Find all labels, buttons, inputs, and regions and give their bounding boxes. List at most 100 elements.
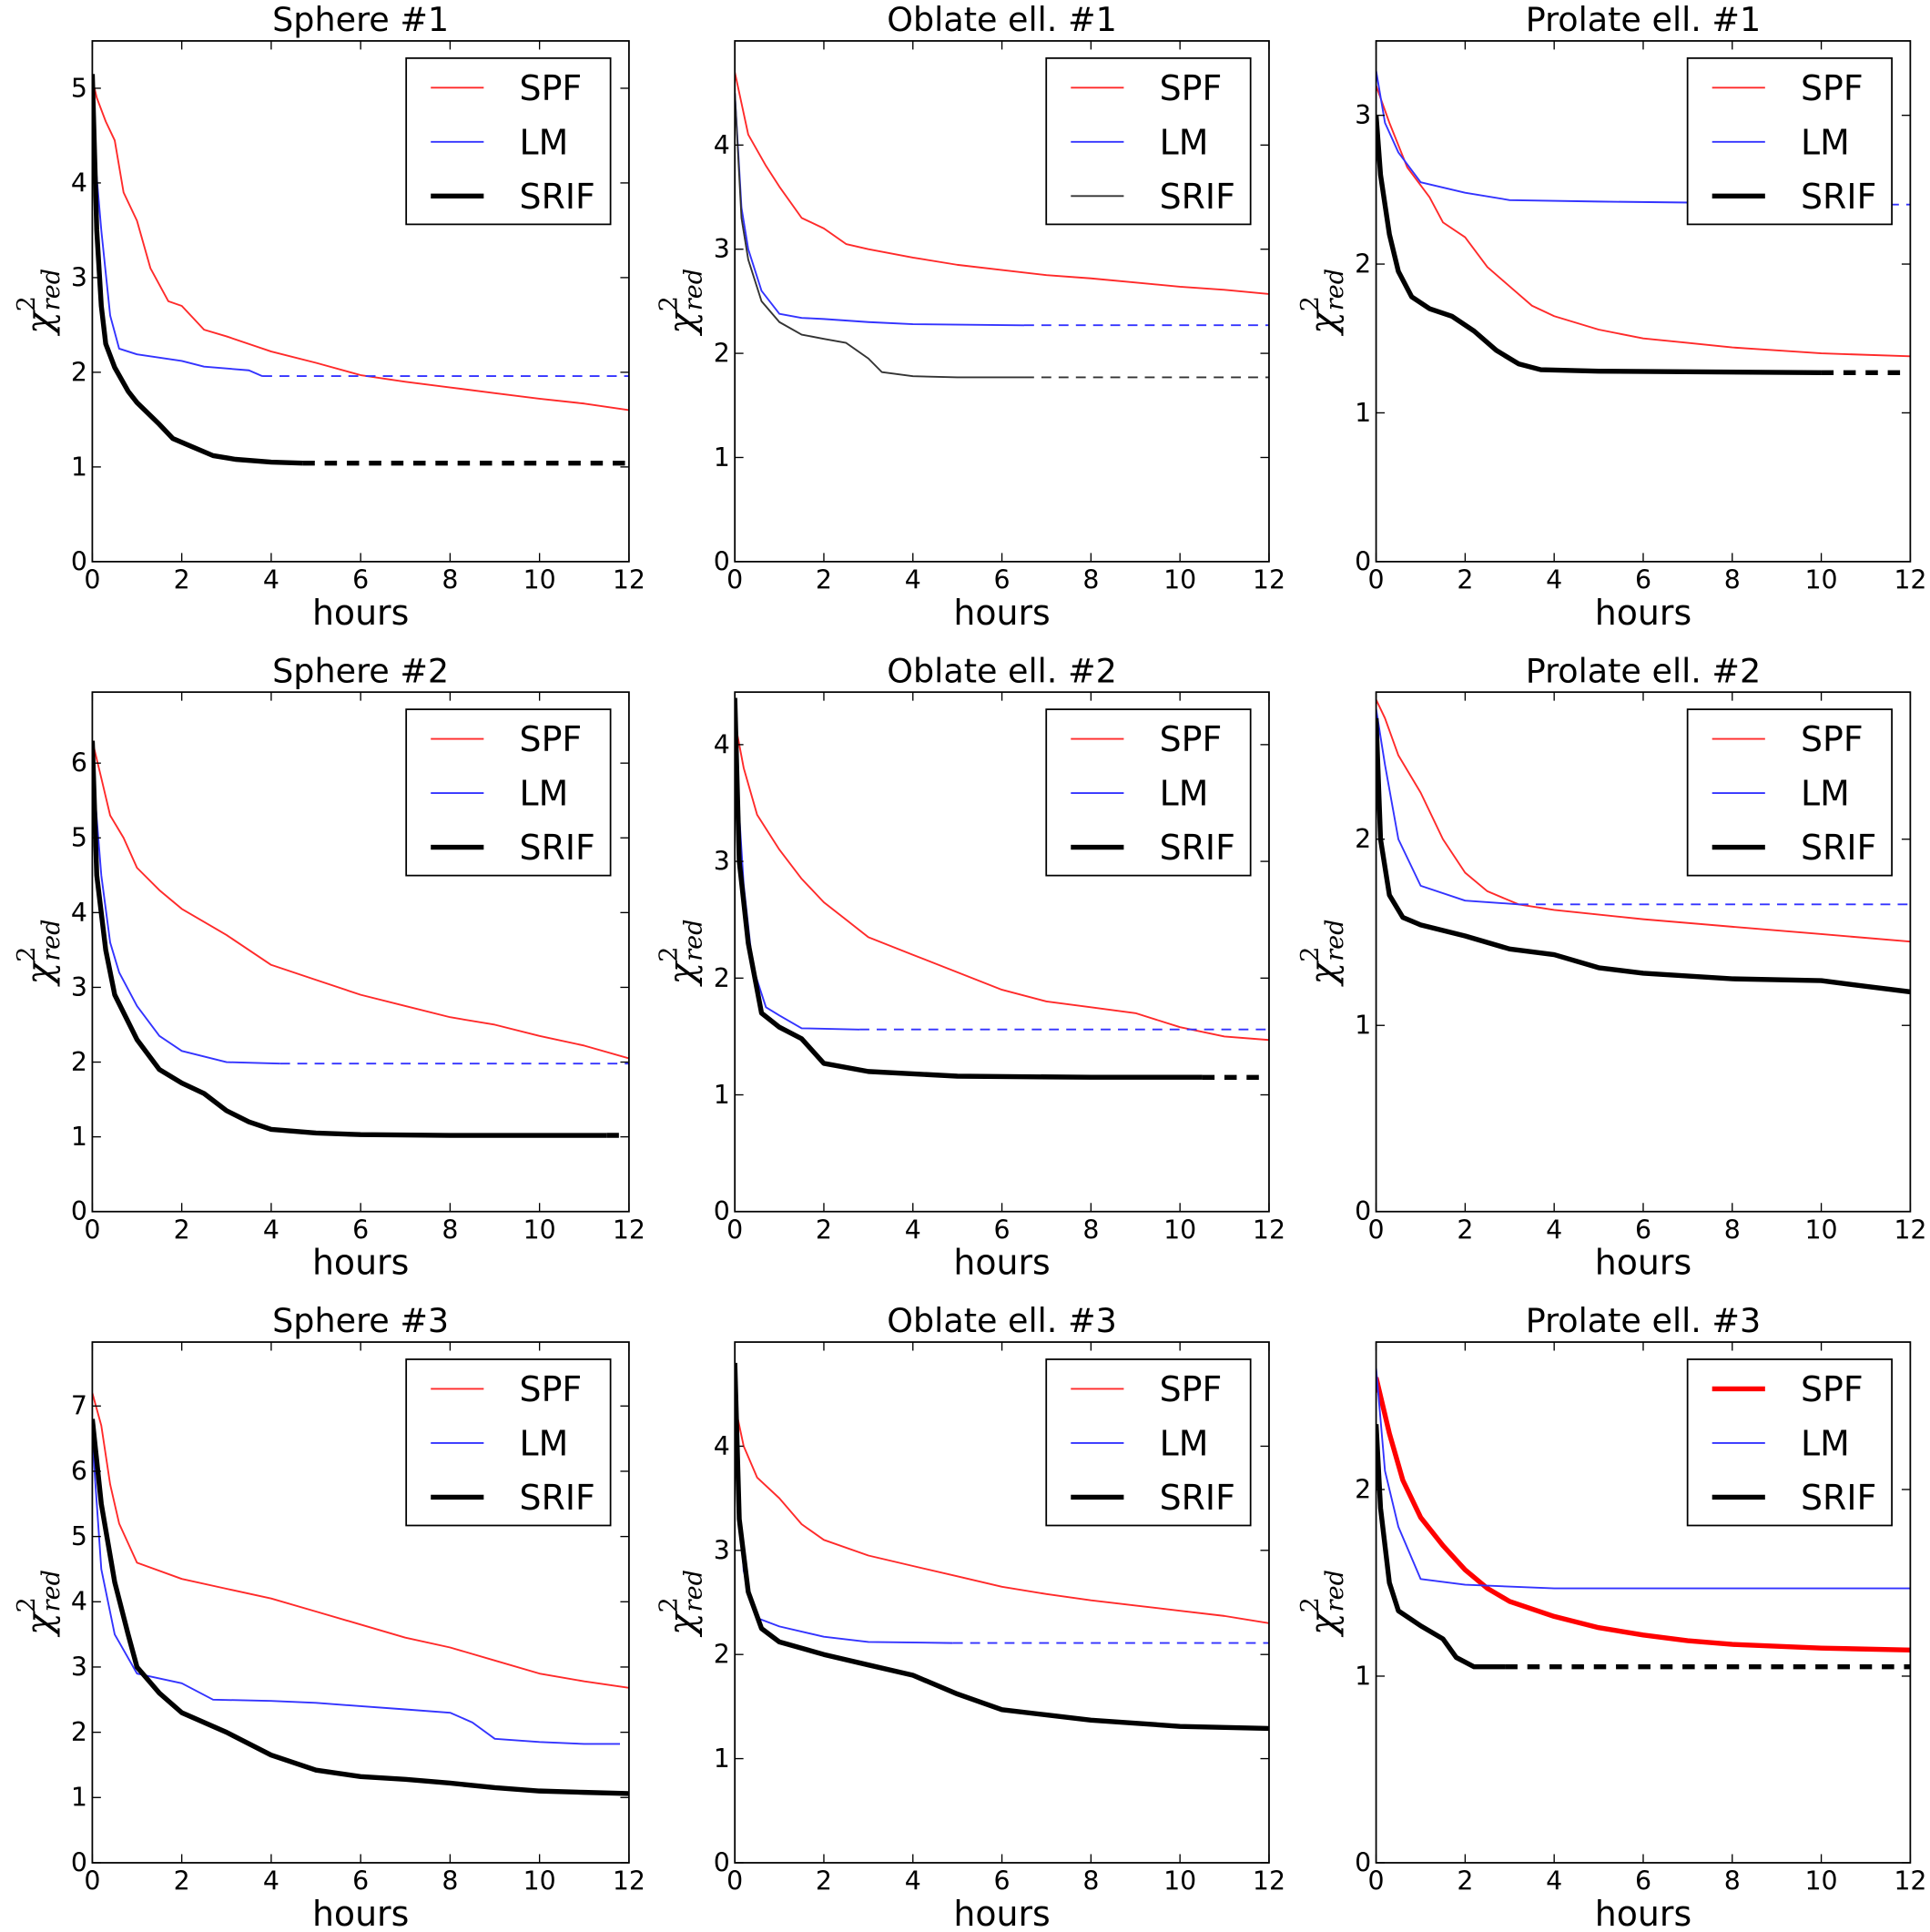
ylabel-superscript: 2 [13,1597,41,1612]
series-line-srif [735,697,1203,1080]
y-tick-label: 0 [71,1196,87,1226]
y-tick-label: 2 [71,1717,87,1747]
x-tick-label: 12 [1894,1866,1926,1896]
legend: SPF LM SRIF [1045,56,1252,226]
legend-label-srif: SRIF [1801,1478,1876,1518]
legend: SPF LM SRIF [405,708,612,877]
y-tick-label: 2 [1355,249,1371,280]
y-tick-label: 1 [1355,398,1371,428]
plot-area [1376,1368,1911,1670]
legend-label-srif: SRIF [520,828,595,868]
plot-area [735,1362,1269,1732]
ylabel-superscript: 2 [655,296,684,311]
series-line-srif [92,74,303,466]
x-axis-label: hours [953,1243,1050,1283]
y-tick-label: 4 [71,1587,87,1617]
x-tick-label: 6 [994,565,1011,595]
x-tick-label: 2 [174,565,190,595]
y-tick-label: 6 [71,748,87,778]
plot-area [92,1392,629,1796]
x-tick-label: 0 [1368,1866,1385,1896]
x-tick-label: 0 [84,1215,100,1245]
legend: SPF LM SRIF [405,56,612,226]
x-tick-label: 8 [442,565,458,595]
x-tick-label: 12 [613,1866,645,1896]
x-tick-label: 4 [1546,565,1562,595]
y-tick-label: 3 [71,262,87,292]
plot-area [92,74,629,466]
legend-label-spf: SPF [1160,719,1223,759]
series-line-srif [1376,115,1822,376]
subplot: Prolate ell. #10 2 4 6 8 10 120123hoursχ2redSP… [1296,0,1926,633]
ylabel-symbol: χ [1301,1611,1345,1638]
legend: SPF LM SRIF [405,1358,612,1527]
legend-label-lm: LM [1160,122,1209,162]
y-tick-label: 1 [714,442,730,473]
series-line-spf [735,721,1269,1042]
y-tick-label: 4 [714,729,730,759]
y-tick-label: 1 [71,1783,87,1813]
subplot-title: Sphere #1 [272,0,449,39]
x-tick-label: 6 [352,1215,369,1245]
series-line-srif [735,93,1025,379]
legend-label-lm: LM [1801,1423,1850,1463]
x-tick-label: 0 [726,565,743,595]
ylabel-symbol: χ [1301,310,1345,337]
y-tick-label: 0 [1355,1847,1371,1877]
legend-label-lm: LM [1160,774,1209,814]
series-line-lm [735,93,1025,327]
x-tick-label: 12 [613,565,645,595]
legend: SPF LM SRIF [1045,1358,1252,1527]
x-tick-label: 10 [523,565,556,595]
x-tick-label: 10 [1805,565,1838,595]
y-tick-label: 5 [71,1521,87,1551]
ylabel-symbol: χ [17,960,61,987]
y-tick-label: 5 [71,73,87,103]
y-tick-label: 2 [71,1047,87,1077]
legend-label-lm: LM [520,774,569,814]
x-tick-label: 2 [816,1215,832,1245]
series-line-spf [1376,85,1911,358]
x-tick-label: 4 [263,565,279,595]
x-axis-label: hours [953,1894,1050,1932]
subplot-title: Prolate ell. #2 [1526,651,1762,690]
x-tick-label: 8 [1724,1866,1741,1896]
series-line-lm [735,744,860,1031]
subplot: Prolate ell. #30 2 4 6 8 10 12012hoursχ2redSPF… [1296,1301,1926,1932]
subplot-title: Oblate ell. #2 [887,651,1117,690]
y-axis-label-text: χ2red [1296,269,1349,337]
x-tick-label: 10 [1163,565,1196,595]
ylabel-symbol: χ [17,310,61,337]
x-tick-label: 10 [1805,1215,1838,1245]
y-tick-label: 0 [1355,546,1371,576]
y-axis-label-text: χ2red [655,920,708,988]
y-tick-label: 2 [1355,1474,1371,1504]
x-tick-label: 6 [1635,1215,1651,1245]
x-tick-label: 10 [1805,1866,1838,1896]
ylabel-superscript: 2 [13,947,41,962]
series-line-spf [92,1392,629,1689]
subplot-title: Oblate ell. #1 [887,0,1117,39]
y-axis-label: χ2red [13,1570,66,1638]
subplot: Oblate ell. #10 2 4 6 8 10 1201234hoursχ2redSP… [655,0,1285,633]
series-line-srif [1376,717,1911,995]
legend-label-spf: SPF [520,719,583,759]
y-tick-label: 3 [71,1652,87,1682]
series-line-lm [92,1439,621,1745]
x-tick-label: 8 [1082,565,1099,595]
x-tick-label: 2 [174,1866,190,1896]
x-tick-label: 4 [263,1866,279,1896]
y-tick-label: 4 [71,898,87,928]
ylabel-superscript: 2 [655,1597,684,1612]
y-tick-label: 0 [1355,1196,1371,1226]
x-axis-label: hours [312,1894,409,1932]
x-tick-label: 8 [1082,1215,1099,1245]
y-tick-label: 3 [714,234,730,264]
x-axis-label: hours [1595,1894,1691,1932]
y-axis-label: χ2red [13,920,66,988]
subplot: Oblate ell. #30 2 4 6 8 10 1201234hoursχ2redSP… [655,1301,1285,1932]
x-tick-label: 12 [1253,565,1285,595]
y-axis-label: χ2red [655,920,708,988]
y-axis-label-text: χ2red [1296,1570,1349,1638]
y-tick-label: 1 [71,452,87,482]
